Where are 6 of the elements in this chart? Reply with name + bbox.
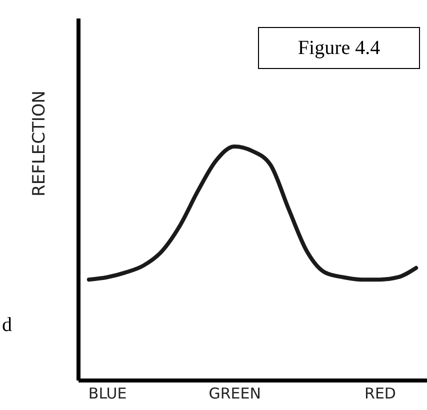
chart-title: Figure 4.4 (258, 27, 420, 69)
x-tick-label: RED (364, 384, 396, 402)
x-tick-label: GREEN (208, 384, 261, 402)
y-axis-title: REFLECTION (30, 90, 50, 196)
text: d (2, 314, 12, 337)
x-tick-label: BLUE (88, 384, 127, 402)
